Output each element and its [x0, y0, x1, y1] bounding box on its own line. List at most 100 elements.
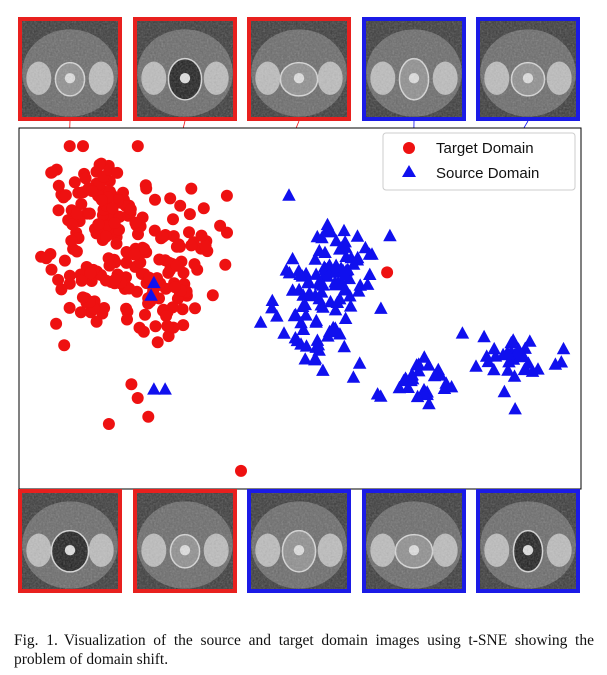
- source-domain-point-132: [422, 396, 436, 410]
- source-domain-point-140: [439, 376, 453, 389]
- target-domain-point-76: [59, 189, 72, 202]
- mri-thumbnail-bottom-1: [133, 489, 237, 593]
- target-domain-point-234: [197, 202, 210, 215]
- source-domain-point-136: [418, 386, 432, 400]
- target-domain-point-194: [74, 306, 87, 319]
- source-domain-point-175: [511, 342, 526, 355]
- target-domain-point-163: [123, 282, 136, 295]
- source-domain-point-78: [316, 278, 330, 291]
- target-domain-point-35: [52, 179, 65, 192]
- source-domain-point-57: [343, 299, 358, 312]
- source-domain-point-61: [358, 240, 373, 254]
- target-domain-point-78: [100, 230, 113, 243]
- target-domain-point-209: [70, 245, 83, 258]
- source-domain-point-96: [296, 322, 311, 335]
- source-domain-point-76: [341, 262, 355, 276]
- target-domain-point-222: [55, 283, 68, 296]
- tsne-scatter-points: [35, 140, 571, 477]
- target-domain-point-189: [128, 248, 141, 261]
- mri-thumbnail-top-3: [362, 17, 466, 121]
- source-domain-point-49: [282, 188, 296, 201]
- source-domain-point-171: [481, 354, 496, 368]
- target-domain-point-206: [99, 274, 112, 287]
- mri-thumbnail-bottom-4: [476, 489, 580, 593]
- source-domain-point-32: [279, 263, 294, 276]
- legend-source-marker: [402, 165, 416, 177]
- source-domain-point-100: [337, 339, 351, 353]
- source-domain-point-46: [362, 247, 377, 260]
- target-domain-point-178: [153, 292, 165, 305]
- target-domain-point-230: [199, 239, 212, 252]
- target-domain-point-52: [52, 204, 65, 217]
- target-domain-point-232: [156, 230, 169, 243]
- source-domain-point-129: [427, 368, 442, 382]
- target-domain-point-177: [168, 281, 181, 294]
- source-domain-point-71: [318, 261, 333, 275]
- source-domain-point-11: [309, 267, 323, 280]
- source-domain-point-70: [285, 251, 300, 265]
- source-domain-point-105: [287, 308, 302, 322]
- source-domain-point-167: [506, 333, 520, 346]
- target-domain-point-122: [137, 325, 150, 338]
- target-domain-point-190: [50, 317, 63, 330]
- source-domain-point-183: [265, 301, 279, 314]
- target-domain-point-236: [183, 208, 196, 221]
- source-domain-point-170: [502, 355, 516, 368]
- target-domain-point-240: [174, 199, 187, 212]
- mri-thumbnail-bottom-0: [18, 489, 122, 593]
- target-domain-point-214: [103, 259, 116, 272]
- target-domain-point-238: [183, 226, 195, 239]
- source-domain-point-104: [314, 285, 329, 298]
- source-domain-point-114: [316, 300, 330, 313]
- target-domain-point-211: [58, 339, 71, 352]
- source-domain-point-109: [309, 315, 323, 328]
- target-domain-point-182: [153, 253, 166, 266]
- target-domain-point-216: [75, 274, 88, 287]
- source-domain-point-72: [331, 276, 346, 289]
- source-domain-point-38: [310, 229, 325, 243]
- target-domain-point-31: [83, 207, 96, 220]
- source-domain-point-169: [521, 356, 536, 369]
- source-domain-point-108: [265, 293, 280, 306]
- target-domain-point-246: [102, 418, 115, 430]
- source-domain-point-93: [299, 339, 314, 352]
- target-domain-point-54: [68, 176, 81, 189]
- source-domain-point-106: [298, 297, 312, 311]
- source-domain-point-137: [409, 358, 424, 371]
- source-domain-point-179: [158, 382, 172, 395]
- target-domain-point-120: [120, 256, 133, 269]
- source-domain-point-142: [410, 389, 425, 403]
- mri-thumbnail-top-4: [476, 17, 580, 121]
- source-domain-point-90: [299, 308, 313, 321]
- target-domain-point-166: [151, 336, 164, 349]
- target-domain-point-157: [189, 302, 201, 315]
- legend-box: [382, 132, 576, 191]
- source-domain-point-151: [497, 384, 512, 398]
- source-domain-point-149: [455, 326, 470, 339]
- source-domain-point-144: [469, 359, 483, 372]
- source-domain-point-48: [333, 292, 347, 305]
- target-domain-point-179: [98, 302, 111, 314]
- target-domain-point-141: [166, 301, 179, 314]
- source-domain-point-77: [318, 245, 332, 258]
- source-domain-point-55: [329, 233, 343, 247]
- source-domain-point-75: [346, 257, 361, 270]
- target-domain-point-244: [381, 266, 394, 279]
- source-domain-point-145: [508, 402, 522, 415]
- figure-caption-text: Visualization of the source and target d…: [14, 632, 594, 668]
- source-domain-point-79: [360, 277, 375, 290]
- source-domain-point-74: [337, 223, 351, 237]
- target-domain-point-225: [185, 182, 198, 195]
- target-domain-point-245: [142, 410, 155, 423]
- target-domain-point-67: [86, 185, 99, 197]
- mri-thumbnail-bottom-2: [247, 489, 351, 593]
- source-domain-point-116: [401, 380, 415, 393]
- target-domain-point-184: [188, 258, 201, 271]
- source-domain-point-122: [417, 350, 431, 363]
- source-domain-point-113: [308, 353, 322, 366]
- source-domain-point-37: [308, 252, 322, 265]
- mri-thumbnail-bottom-3: [362, 489, 466, 593]
- legend: Target Domain Source Domain: [382, 132, 576, 191]
- source-domain-point-12: [374, 301, 388, 314]
